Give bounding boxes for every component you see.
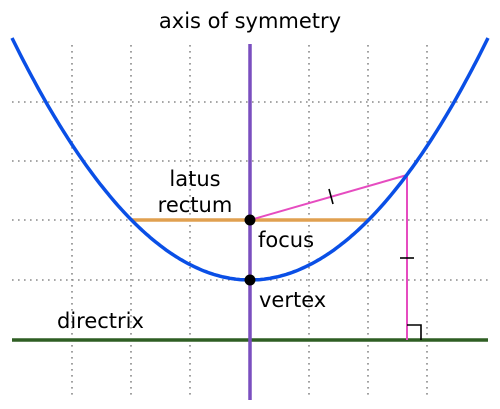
latus-rectum-label-line2: rectum [158,193,233,217]
right-angle-marker [407,324,422,340]
focus-point [244,214,256,226]
tick-mark-slanted [328,188,334,205]
axis-of-symmetry-label: axis of symmetry [159,9,341,33]
vertex-point [244,274,256,286]
distance-segments [249,174,408,340]
latus-rectum-label-line1: latus [169,167,220,191]
vertex-label: vertex [259,288,326,312]
equal-length-ticks [328,188,414,259]
directrix-label: directrix [57,309,144,333]
focus-to-point-segment [249,174,408,221]
focus-label: focus [258,228,314,252]
